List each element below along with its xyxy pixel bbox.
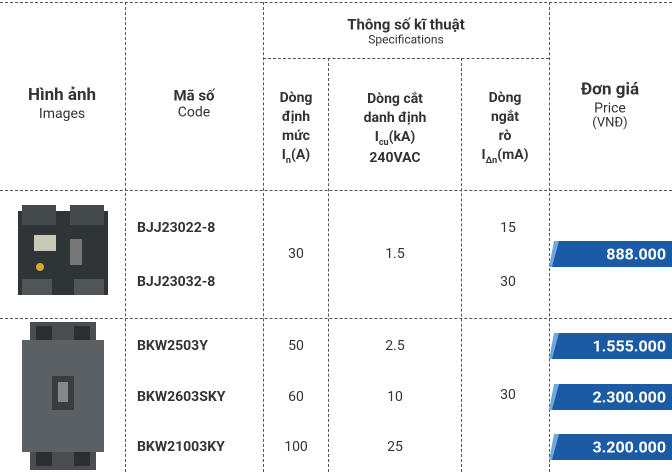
border: [0, 2, 672, 3]
product-code: BJJ23022-8: [137, 220, 215, 236]
product-image: [14, 205, 112, 301]
border: [263, 58, 549, 59]
rated-current: 100: [284, 439, 308, 455]
product-code: BKW21003KY: [137, 439, 225, 455]
breaking-capacity: 10: [387, 389, 403, 405]
rated-current: 30: [288, 246, 304, 262]
price: 1.555.000: [592, 337, 666, 356]
price-badge: 2.300.000: [549, 384, 672, 410]
breaking-capacity: 1.5: [385, 246, 404, 262]
price: 2.300.000: [592, 388, 666, 407]
leakage-current: 30: [500, 387, 516, 403]
border: [0, 190, 672, 191]
border: [461, 58, 462, 472]
price: 888.000: [606, 245, 666, 264]
border: [125, 2, 126, 472]
leakage-current: 30: [500, 274, 516, 290]
price: 3.200.000: [592, 438, 666, 457]
border: [328, 58, 329, 472]
price-badge: 888.000: [549, 241, 672, 267]
product-code: BKW2603SKY: [137, 389, 225, 405]
product-code: BKW2503Y: [137, 338, 208, 354]
border: [263, 2, 264, 472]
price-badge: 1.555.000: [549, 333, 672, 359]
price-badge: 3.200.000: [549, 434, 672, 460]
breaking-capacity: 2.5: [385, 338, 404, 354]
rated-current: 50: [288, 338, 304, 354]
leakage-current: 15: [500, 220, 516, 236]
page: Hình ảnhImages Mã sốCode Thông số kĩ thu…: [0, 0, 672, 472]
border: [0, 318, 672, 319]
product-code: BJJ23032-8: [137, 274, 215, 290]
product-image: [22, 322, 104, 470]
breaking-capacity: 25: [387, 439, 403, 455]
rated-current: 60: [288, 389, 304, 405]
